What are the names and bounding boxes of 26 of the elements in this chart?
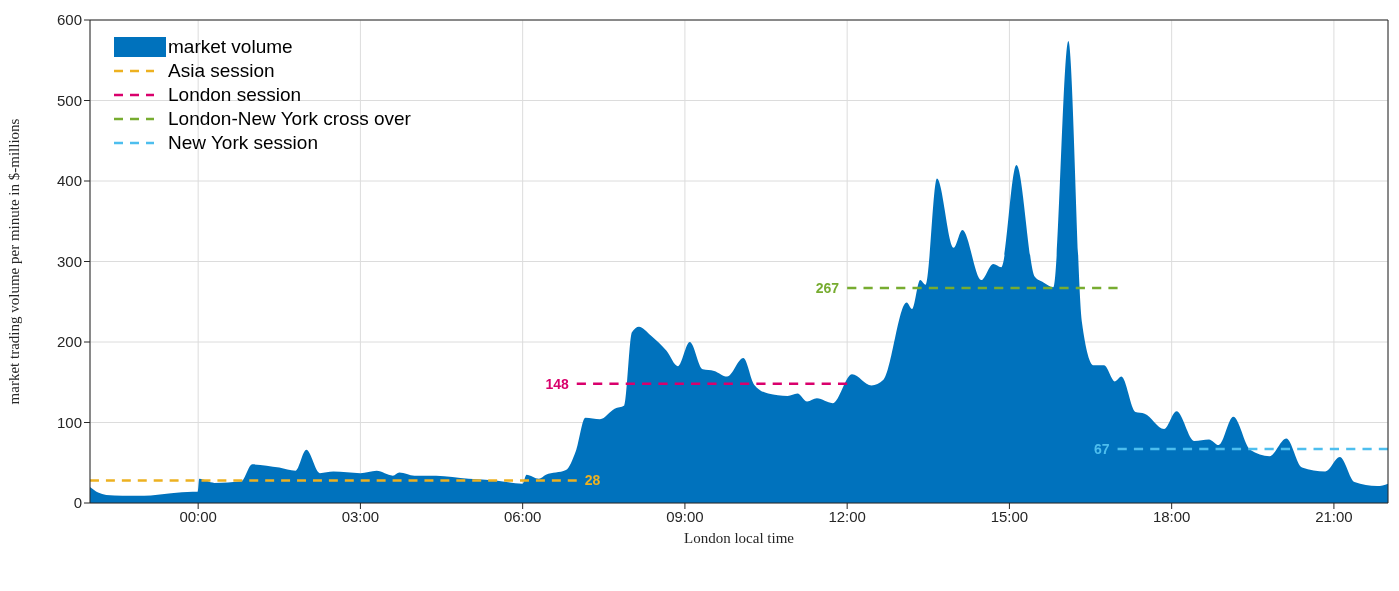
y-tick-label: 200 — [56, 333, 82, 351]
data-label: 148 — [545, 375, 569, 392]
x-tick-label: 03:00 — [341, 507, 380, 525]
legend-label: London-New York cross over — [168, 107, 411, 131]
data-label: 28 — [584, 472, 601, 489]
y-tick-label: 600 — [56, 11, 82, 29]
x-tick-label: 09:00 — [666, 507, 704, 525]
legend-label: Asia session — [168, 59, 275, 83]
x-tick-label: 12:00 — [828, 507, 866, 525]
y-tick-label: 400 — [56, 172, 82, 190]
x-axis-title: London local time — [684, 530, 795, 546]
legend-label: New York session — [168, 131, 318, 155]
y-tick-label: 500 — [56, 91, 82, 109]
y-tick-label: 100 — [56, 413, 82, 431]
x-tick-label: 21:00 — [1315, 507, 1353, 525]
x-tick-label: 18:00 — [1152, 507, 1191, 525]
x-tick-label: 06:00 — [503, 507, 542, 525]
legend-label: market volume — [168, 35, 293, 59]
y-tick-label: 300 — [56, 252, 82, 270]
y-axis-title: market trading volume per minute in $-millions — [6, 118, 23, 405]
legend-label: London session — [168, 83, 302, 107]
x-tick-label: 00:00 — [179, 507, 217, 525]
x-tick-label: 15:00 — [990, 507, 1029, 525]
y-tick-label: 0 — [73, 494, 82, 512]
data-label: 67 — [1094, 441, 1110, 458]
data-label: 267 — [815, 280, 840, 297]
